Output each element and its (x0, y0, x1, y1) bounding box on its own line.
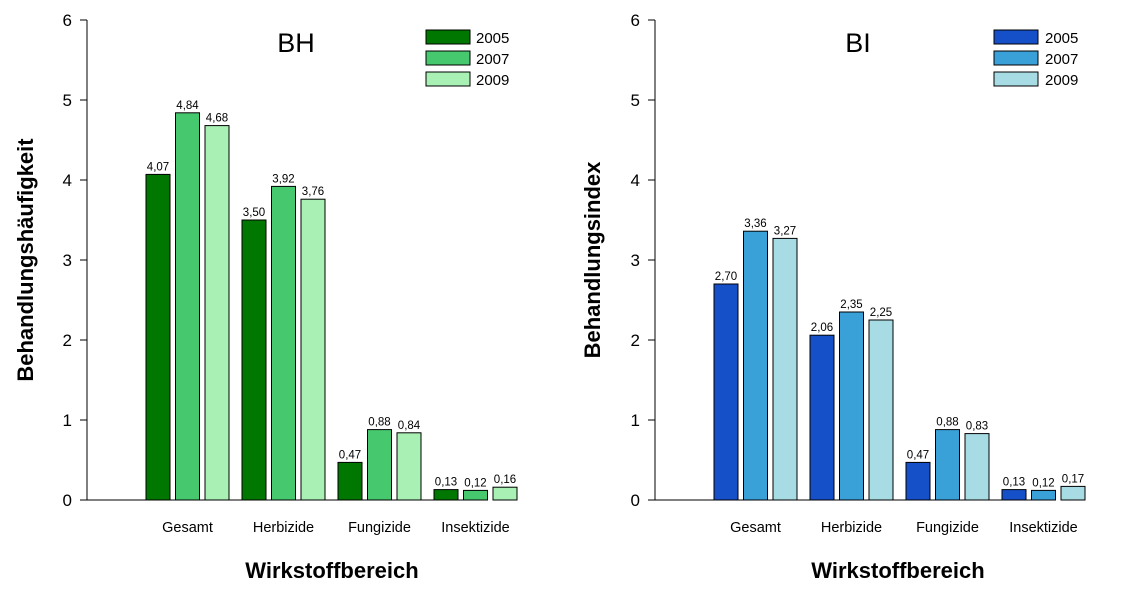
legend-label: 2009 (1045, 72, 1078, 89)
chart-title: BH (277, 28, 315, 58)
bar-value-label: 3,76 (302, 186, 324, 198)
chart-title: BI (845, 28, 871, 58)
bar-value-label: 0,13 (1003, 477, 1025, 489)
bar-2007-herbizide (839, 311, 864, 501)
y-tick-label: 2 (63, 331, 72, 350)
bar-value-label: 0,88 (936, 417, 958, 429)
legend-label: 2007 (476, 51, 509, 68)
bar-value-label: 0,88 (368, 417, 390, 429)
x-category-label: Herbizide (821, 520, 882, 536)
bar-value-label: 3,27 (774, 225, 796, 237)
bar-2007-fungizide (367, 429, 392, 501)
bar-2005-insektizide (1001, 489, 1027, 501)
y-tick-label: 1 (631, 411, 640, 430)
y-tick-label: 2 (631, 331, 640, 350)
bar-2005-fungizide (905, 461, 931, 501)
y-axis-title: Behandlungsindex (580, 161, 605, 359)
bar-value-label: 2,70 (715, 271, 737, 283)
chart-panel-bh: 0 1 2 3 4 5 6 4,07 4,84 4,68 Gesamt 3,50 3,92 3,76 Her… (13, 11, 518, 583)
y-tick-label: 3 (631, 251, 640, 270)
bar-value-label: 4,07 (147, 161, 169, 173)
legend-label: 2005 (1045, 30, 1078, 47)
y-tick-label: 5 (63, 91, 72, 110)
bar-2005-herbizide (809, 334, 835, 501)
bar-2007-insektizide (463, 489, 488, 501)
bar-value-label: 0,47 (907, 449, 929, 461)
x-category-label: Gesamt (730, 520, 781, 536)
bar-2009-gesamt (772, 237, 798, 501)
x-category-label: Fungizide (348, 520, 411, 536)
bar-value-label: 2,35 (840, 299, 862, 311)
x-axis-title: Wirkstoffbereich (245, 558, 418, 583)
bar-value-label: 0,47 (339, 449, 361, 461)
bar-2009-herbizide (300, 198, 326, 501)
x-category-label: Insektizide (1009, 520, 1078, 536)
legend-label: 2009 (476, 72, 509, 89)
y-tick-label: 0 (631, 491, 640, 510)
y-tick-label: 3 (63, 251, 72, 270)
y-tick-label: 1 (63, 411, 72, 430)
legend-swatch-2009 (425, 71, 471, 87)
x-category-label: Fungizide (916, 520, 979, 536)
bar-value-label: 3,92 (272, 173, 294, 185)
x-category-label: Insektizide (441, 520, 510, 536)
legend-swatch-2007 (425, 50, 471, 66)
y-tick-label: 6 (631, 11, 640, 30)
y-tick-label: 4 (631, 171, 640, 190)
bar-2009-herbizide (868, 319, 894, 501)
bar-value-label: 0,16 (494, 474, 516, 486)
bar-2005-gesamt (145, 173, 171, 501)
legend-label: 2007 (1045, 51, 1078, 68)
bar-2009-insektizide (1060, 485, 1086, 501)
bar-2009-gesamt (204, 125, 230, 501)
bar-2005-insektizide (433, 489, 459, 501)
y-tick-label: 0 (63, 491, 72, 510)
bar-2005-fungizide (337, 461, 363, 501)
y-axis-title: Behandlungshäufigkeit (13, 138, 38, 382)
legend-swatch-2007 (993, 50, 1039, 66)
y-tick-label: 4 (63, 171, 72, 190)
bar-2005-gesamt (713, 283, 739, 501)
bar-value-label: 3,50 (243, 207, 265, 219)
bar-2007-insektizide (1031, 489, 1056, 501)
bar-value-label: 0,83 (966, 421, 988, 433)
bar-2009-fungizide (964, 433, 990, 501)
chart-panel-bi: 0 1 2 3 4 5 6 2,70 3,36 3,27 Gesamt 2,06 2,35 2,25 Her… (580, 11, 1086, 583)
bar-2009-insektizide (492, 486, 518, 501)
bar-value-label: 0,13 (435, 477, 457, 489)
legend-swatch-2005 (425, 29, 471, 45)
bar-value-label: 2,25 (870, 307, 892, 319)
bar-value-label: 4,68 (206, 113, 228, 125)
x-category-label: Herbizide (253, 520, 314, 536)
bar-value-label: 0,12 (464, 477, 486, 489)
bar-value-label: 0,17 (1062, 473, 1084, 485)
y-tick-label: 5 (631, 91, 640, 110)
bar-2007-fungizide (935, 429, 960, 501)
bar-value-label: 4,84 (176, 100, 199, 112)
legend-label: 2005 (476, 30, 509, 47)
bar-2007-herbizide (271, 185, 296, 501)
bar-2007-gesamt (175, 112, 200, 501)
legend-swatch-2005 (993, 29, 1039, 45)
bar-value-label: 0,84 (398, 420, 421, 432)
bar-value-label: 0,12 (1032, 477, 1054, 489)
bar-2007-gesamt (743, 230, 768, 501)
bar-value-label: 3,36 (744, 218, 766, 230)
y-tick-label: 6 (63, 11, 72, 30)
bar-2005-herbizide (241, 219, 267, 501)
bar-value-label: 2,06 (811, 322, 833, 334)
x-axis-title: Wirkstoffbereich (811, 558, 984, 583)
bar-2009-fungizide (396, 432, 422, 501)
x-category-label: Gesamt (162, 520, 213, 536)
legend-swatch-2009 (993, 71, 1039, 87)
